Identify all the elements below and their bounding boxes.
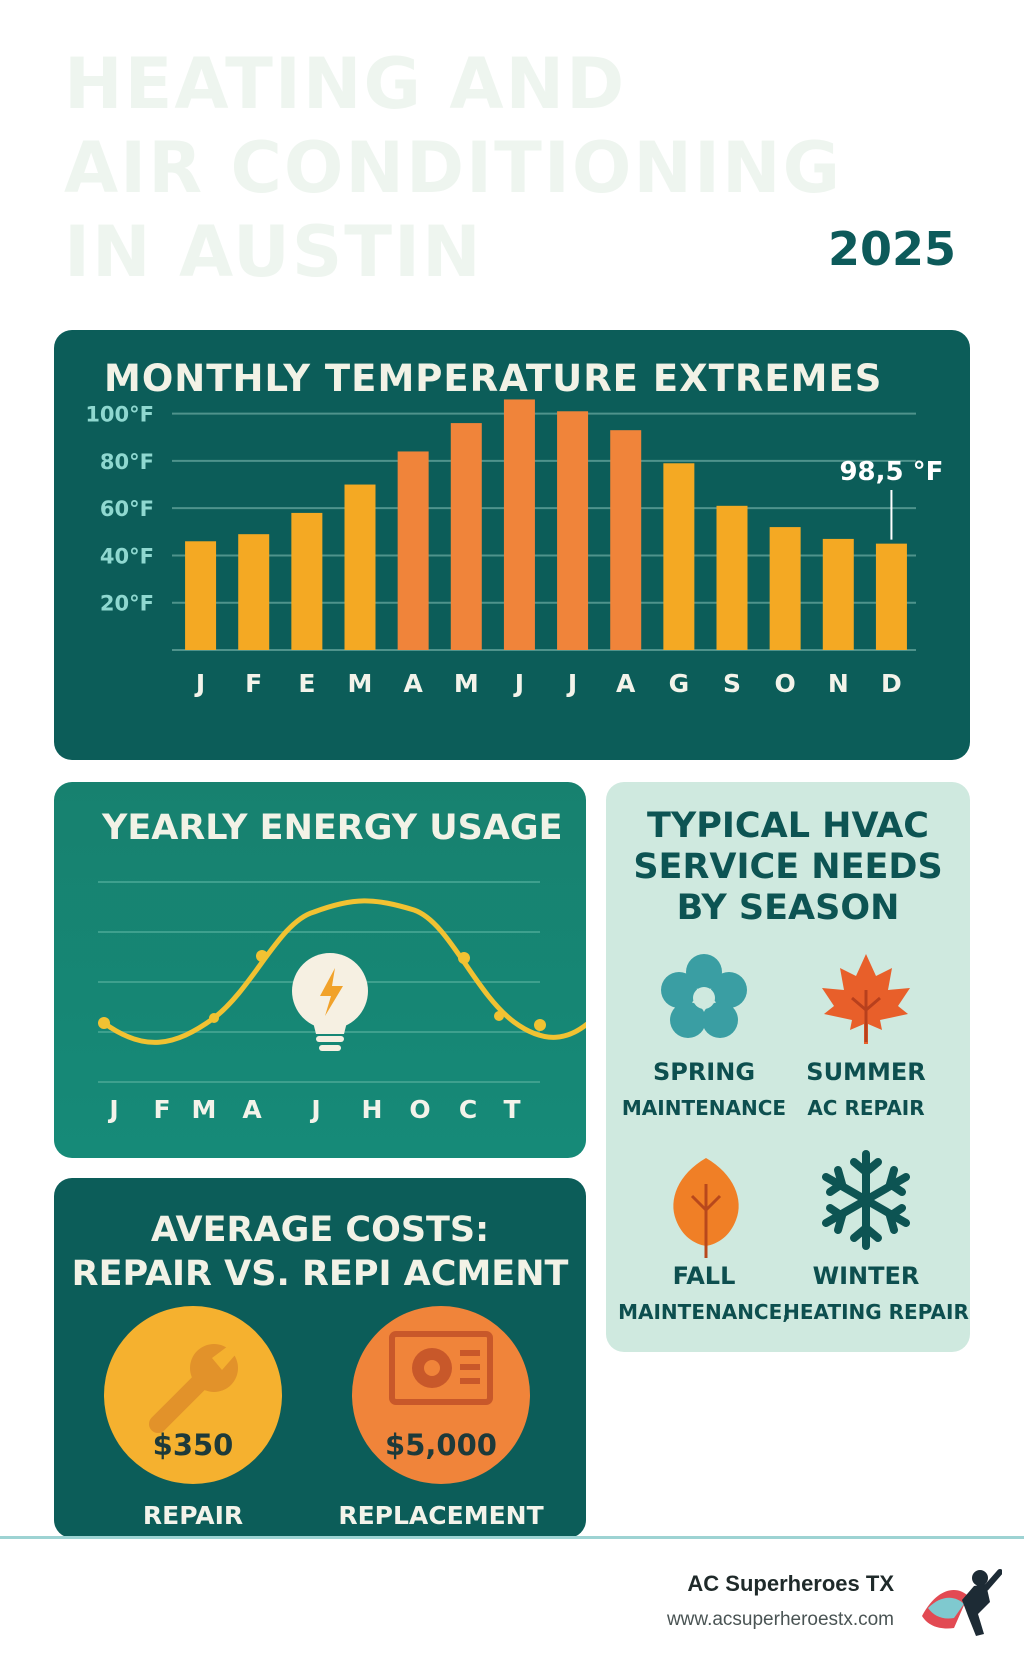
summer-label: SUMMER <box>806 1058 926 1086</box>
energy-month-label: C <box>459 1095 477 1124</box>
spring-label: SPRING <box>652 1058 756 1086</box>
temperature-bar <box>769 527 801 650</box>
energy-month-label: J <box>107 1095 118 1124</box>
temperature-month-label: J <box>513 669 524 698</box>
temperature-y-tick: 100°F <box>85 403 154 427</box>
seasonal-title-line-3: BY SEASON <box>676 888 900 928</box>
energy-month-label: T <box>503 1095 520 1124</box>
average-costs-title: AVERAGE COSTS: REPAIR VS. REPI ACMENT <box>54 1208 586 1296</box>
snowflake-icon <box>822 1150 910 1250</box>
brand-url[interactable]: www.acsuperheroestx.com <box>666 1609 894 1630</box>
average-costs-title-line-1: AVERAGE COSTS: <box>150 1210 490 1250</box>
temperature-bar <box>663 463 695 650</box>
temperature-month-label: A <box>403 669 423 698</box>
ac-unit-icon <box>389 1331 493 1405</box>
temperature-month-label: O <box>775 669 796 698</box>
temperature-callout: 98,5 °F <box>839 457 943 487</box>
brand-name: AC Superheroes TX <box>687 1571 894 1596</box>
repair-cost-value: $350 <box>152 1428 234 1462</box>
year-label: 2025 <box>827 222 956 276</box>
seasonal-service-title: TYPICAL HVAC SERVICE NEEDS BY SEASON <box>606 806 970 929</box>
temperature-month-label: G <box>669 669 690 698</box>
temperature-month-label: D <box>881 669 902 698</box>
energy-month-label: O <box>409 1095 430 1124</box>
energy-month-label: A <box>242 1095 262 1124</box>
energy-month-label: J <box>309 1095 320 1124</box>
energy-point <box>534 1019 546 1031</box>
temperature-month-label: F <box>245 669 262 698</box>
temperature-bar <box>822 538 854 650</box>
temperature-month-label: M <box>454 669 479 698</box>
wrench-icon <box>149 1344 238 1433</box>
temperature-bar <box>610 430 642 650</box>
winter-need: HEATING REPAIR <box>783 1300 969 1324</box>
energy-month-label: M <box>192 1095 217 1124</box>
temperature-bar <box>397 451 429 650</box>
temperature-bar <box>185 541 217 650</box>
energy-curve <box>101 898 586 1045</box>
fall-label: FALL <box>672 1262 736 1290</box>
temperature-chart-title: MONTHLY TEMPERATURE EXTREMES <box>104 357 883 400</box>
temperature-bar <box>238 534 270 650</box>
temperature-month-label: E <box>298 669 315 698</box>
energy-month-label: H <box>362 1095 383 1124</box>
temperature-y-tick: 40°F <box>100 544 154 568</box>
replacement-cost-value: $5,000 <box>385 1428 497 1462</box>
maple-leaf-icon <box>822 954 910 1044</box>
energy-point <box>98 1017 110 1029</box>
leaf-icon <box>673 1158 739 1258</box>
energy-point <box>256 950 268 962</box>
replacement-cost-circle: $5,000 <box>352 1306 530 1484</box>
flower-icon <box>661 954 747 1038</box>
page-title: HEATING AND AIR CONDITIONING IN AUSTIN <box>64 42 842 294</box>
seasonal-title-line-1: TYPICAL HVAC <box>647 806 929 846</box>
superhero-icon <box>922 1569 1002 1636</box>
energy-point <box>494 1011 504 1021</box>
title-line-3: IN AUSTIN <box>64 211 483 293</box>
spring-need: MAINTENANCE <box>621 1096 787 1120</box>
temperature-month-label: J <box>566 669 577 698</box>
average-costs-card: AVERAGE COSTS: REPAIR VS. REPI ACMENT $3… <box>54 1178 586 1538</box>
temperature-bar <box>291 512 323 650</box>
temperature-bar <box>557 411 589 650</box>
energy-point <box>209 1013 219 1023</box>
energy-point <box>458 952 470 964</box>
energy-month-label: F <box>153 1095 170 1124</box>
temperature-chart-card: MONTHLY TEMPERATURE EXTREMES 100°F 80°F 60… <box>54 330 970 760</box>
temperature-y-tick: 20°F <box>100 592 154 616</box>
repair-cost-circle: $350 <box>104 1306 282 1484</box>
footer-divider <box>0 1536 1024 1539</box>
seasonal-service-card: TYPICAL HVAC SERVICE NEEDS BY SEASON SPR… <box>606 782 970 1352</box>
seasonal-title-line-2: SERVICE NEEDS <box>633 847 943 887</box>
title-line-2: AIR CONDITIONING <box>64 127 843 209</box>
temperature-bar <box>716 505 748 650</box>
temperature-y-tick: 60°F <box>100 497 154 521</box>
summer-need: AC REPAIR <box>807 1096 925 1120</box>
temperature-month-label: J <box>194 669 205 698</box>
temperature-bar <box>450 423 482 650</box>
temperature-month-label: M <box>348 669 373 698</box>
replacement-label: REPLACEMENT <box>338 1501 544 1530</box>
repair-label: REPAIR <box>142 1501 244 1530</box>
temperature-month-label: S <box>723 669 741 698</box>
winter-label: WINTER <box>812 1262 920 1290</box>
temperature-bar <box>503 399 535 650</box>
temperature-chart: 100°F 80°F 60°F 40°F 20°F J F E M A M J J A G S O N D 98,5 … <box>85 399 943 698</box>
temperature-month-label: N <box>828 669 849 698</box>
energy-usage-title: YEARLY ENERGY USAGE <box>102 808 563 848</box>
average-costs-title-line-2: REPAIR VS. REPI ACMENT <box>71 1254 569 1294</box>
temperature-month-label: A <box>616 669 636 698</box>
fall-need: MAINTENANCE, <box>618 1300 790 1324</box>
temperature-y-tick: 80°F <box>100 450 154 474</box>
title-line-1: HEATING AND <box>64 43 627 125</box>
lightbulb-icon <box>292 953 368 1051</box>
temperature-bar <box>344 484 376 650</box>
temperature-bar <box>875 543 907 650</box>
